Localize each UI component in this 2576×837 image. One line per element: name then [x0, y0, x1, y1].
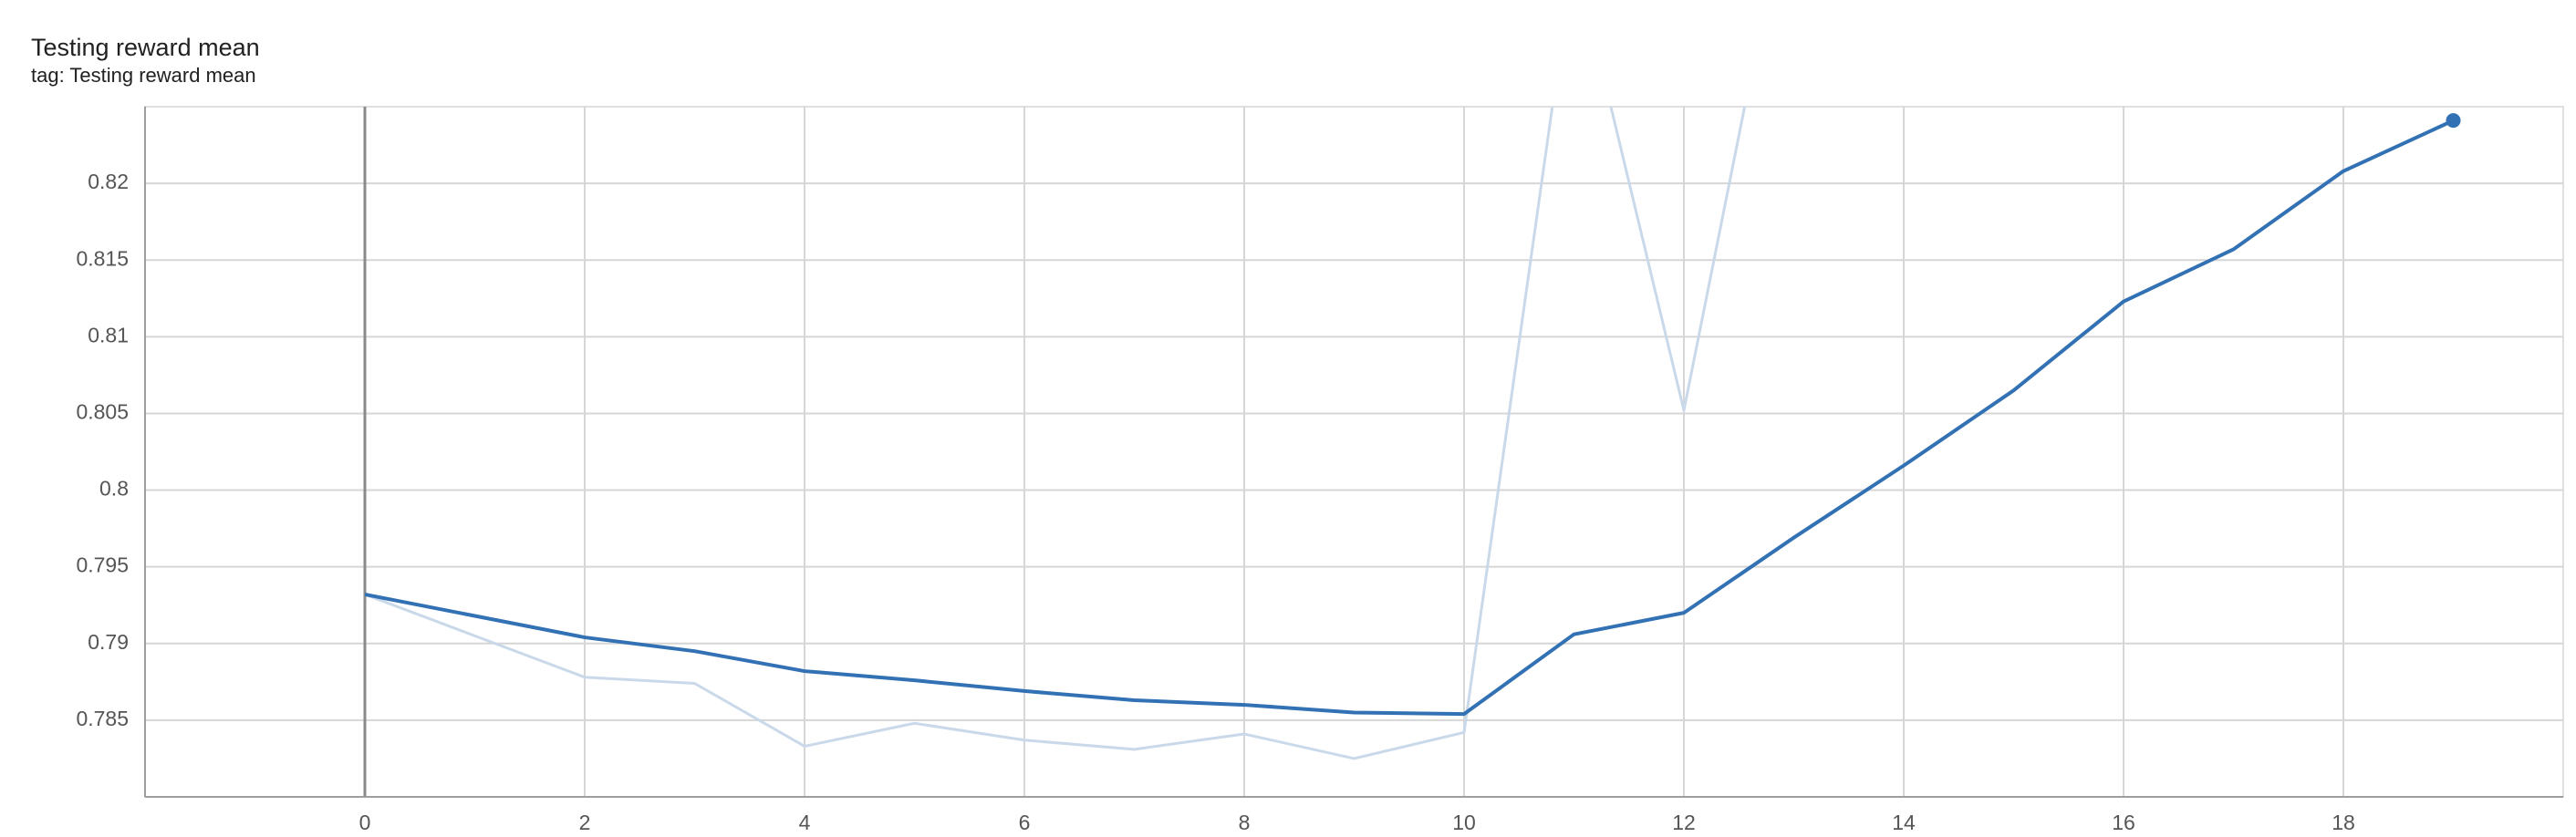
y-tick-label: 0.81 [88, 323, 129, 346]
y-tick-label: 0.785 [76, 707, 129, 730]
last-point [2446, 113, 2461, 129]
y-tick-label: 0.8 [99, 477, 129, 501]
chart-subtitle: tag: Testing reward mean [31, 64, 256, 87]
plot-area [364, 107, 2455, 760]
plot-frame [144, 106, 2564, 798]
series-line [364, 119, 2455, 717]
x-tick-label: 6 [1019, 811, 1031, 834]
x-tick-label: 16 [2112, 811, 2135, 834]
x-tick-label: 8 [1239, 811, 1251, 834]
y-tick-label: 0.805 [76, 400, 129, 424]
x-tick-label: 4 [799, 811, 811, 834]
y-tick-label: 0.79 [88, 630, 129, 654]
x-tick-label: 14 [1892, 811, 1916, 834]
x-tick-label: 10 [1452, 811, 1476, 834]
y-tick-label: 0.815 [76, 246, 129, 270]
series-line [364, 107, 1747, 760]
y-tick-label: 0.82 [88, 170, 129, 193]
x-tick-label: 2 [579, 811, 591, 834]
x-tick-label: 18 [2332, 811, 2355, 834]
x-tick-label: 0 [359, 811, 371, 834]
chart-title: Testing reward mean [31, 34, 260, 61]
x-tick-label: 12 [1672, 811, 1696, 834]
y-tick-label: 0.795 [76, 553, 129, 577]
